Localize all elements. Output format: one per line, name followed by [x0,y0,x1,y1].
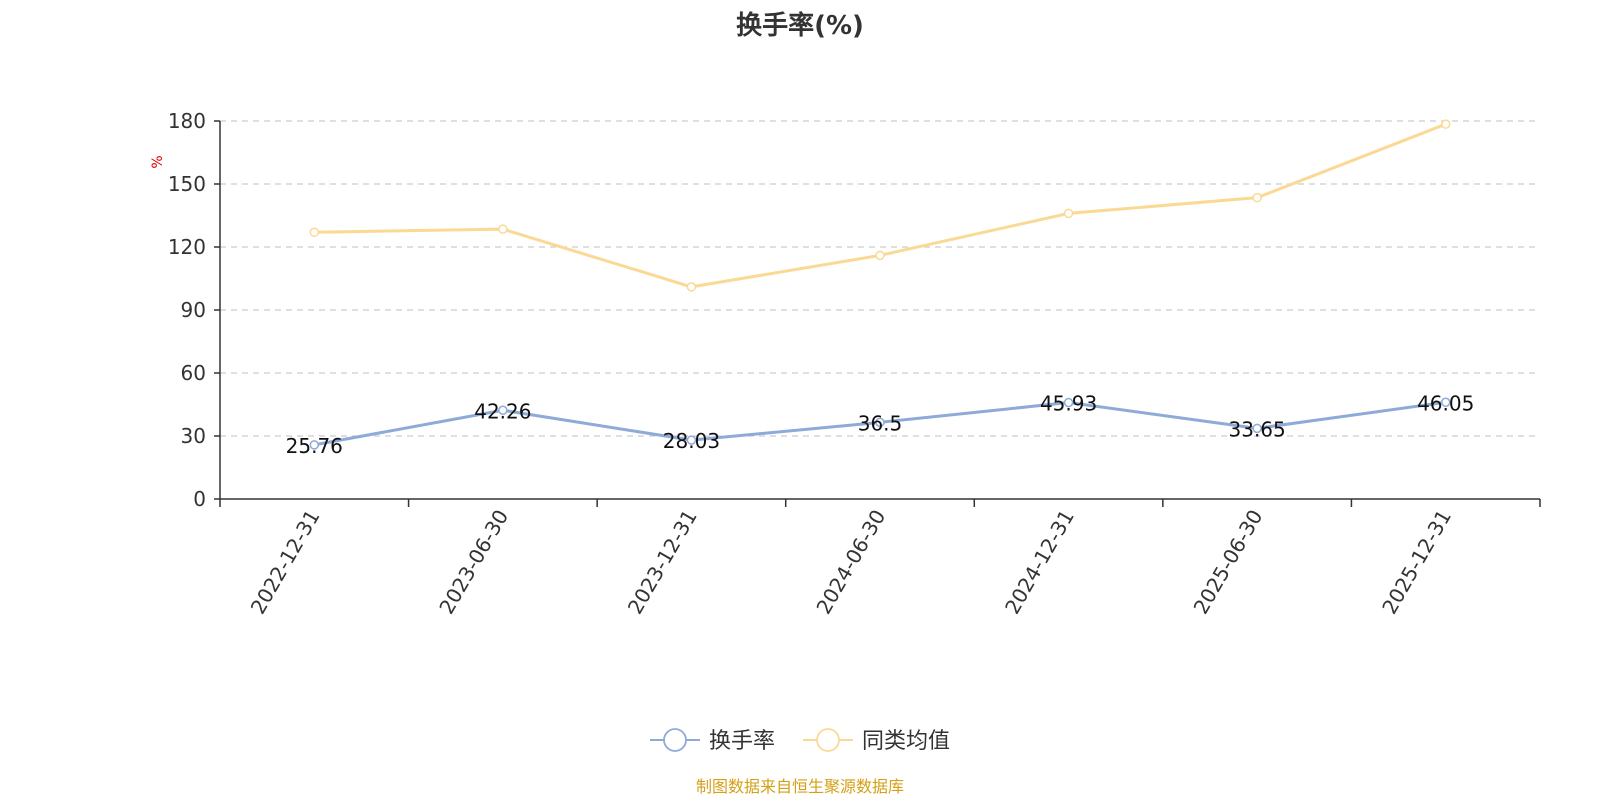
series-lines [309,119,1451,450]
data-point[interactable] [498,405,508,416]
y-tick-label: 90 [181,298,206,322]
data-labels: 25.76 42.26 28.03 36.5 45.93 33.65 46.05 [286,391,1475,458]
data-point[interactable] [309,227,320,238]
data-label: 28.03 [663,429,720,453]
data-label: 45.93 [1040,392,1097,416]
x-tick-label: 2024-06-30 [811,506,890,619]
data-point[interactable] [1063,397,1074,408]
legend-label: 同类均值 [862,729,950,754]
x-tick-label: 2022-12-31 [246,506,325,619]
data-source-note: 制图数据来自恒生聚源数据库 [696,777,904,796]
data-point[interactable] [1252,192,1262,203]
data-point[interactable] [1252,423,1262,434]
y-tick-label: 0 [193,487,206,511]
series-line-1 [314,122,1447,289]
data-point[interactable] [686,435,697,445]
y-tick-label: 60 [181,361,206,385]
x-tick-label: 2025-12-31 [1377,506,1456,619]
data-label: 25.76 [286,434,343,458]
legend-item-1[interactable]: 同类均值 [803,728,950,754]
x-tick-label: 2023-12-31 [623,506,702,619]
y-tick-label: 30 [181,424,206,448]
data-point[interactable] [309,440,320,450]
legend-marker [816,728,840,752]
data-label: 46.05 [1417,391,1474,415]
y-tick-label: 150 [168,172,206,196]
axes: 0 30 60 90 120 150 180 2022-12-31 2023-06-30 2023… [168,109,1541,619]
x-tick-label: 2025-06-30 [1189,506,1268,619]
data-point[interactable] [498,224,508,234]
x-tick-label: 2024-12-31 [1000,506,1079,619]
data-label: 36.5 [858,411,903,435]
data-point[interactable] [1440,119,1451,129]
x-tick-label: 2023-06-30 [434,506,513,619]
data-point[interactable] [1063,208,1074,219]
y-tick-label: 120 [168,235,206,259]
data-point[interactable] [875,250,885,261]
data-point[interactable] [1440,397,1451,408]
legend-item-0[interactable]: 换手率 [650,728,775,754]
data-label: 42.26 [474,399,531,423]
grid-lines [220,120,1540,437]
data-point[interactable] [875,417,885,428]
legend-marker [663,728,687,752]
legend-label: 换手率 [709,729,775,754]
y-axis-unit-label: % [150,155,166,168]
legend[interactable]: 换手率 同类均值 [650,728,950,754]
data-point[interactable] [686,282,697,292]
chart-title: 换手率(%) [736,10,864,41]
y-tick-label: 180 [168,109,206,133]
data-label: 33.65 [1229,417,1286,441]
